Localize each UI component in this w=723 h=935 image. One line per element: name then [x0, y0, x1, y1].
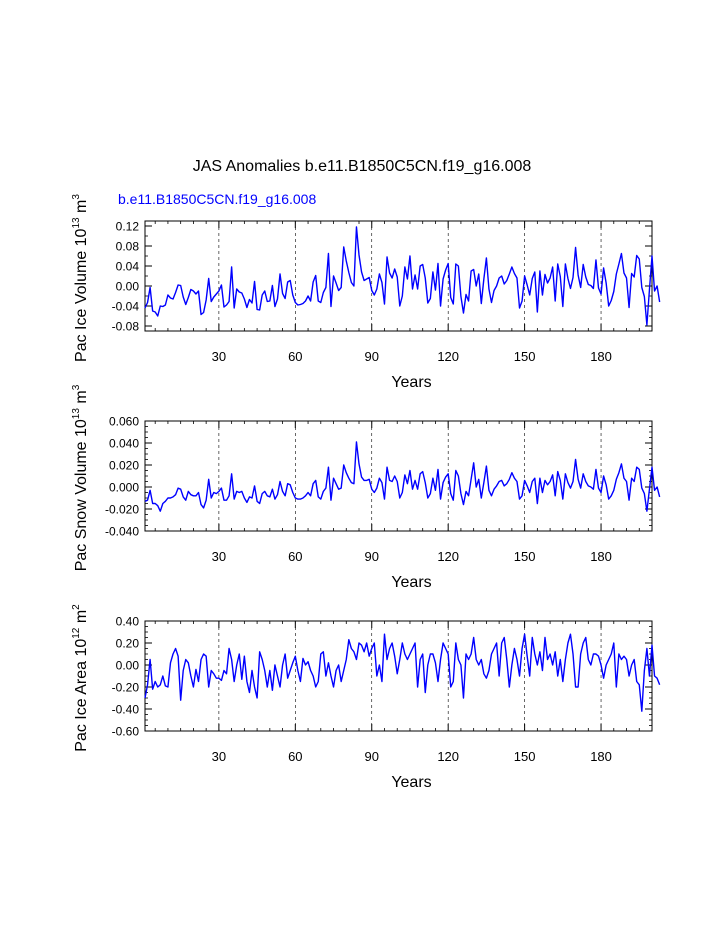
y-tick-label: 0.020 [109, 459, 139, 473]
y-tick-label: 0.12 [116, 220, 140, 234]
y-axis-label-exp: 13 [71, 408, 82, 420]
y-axis-label-unit-exp: 3 [71, 194, 82, 200]
y-axis-label-unit: m [73, 200, 90, 218]
y-tick-label: 0.00 [116, 659, 140, 673]
x-tick-label: 150 [514, 349, 536, 364]
y-tick-label: 0.40 [116, 615, 140, 629]
y-tick-label: -0.60 [112, 725, 140, 739]
x-tick-label: 60 [288, 349, 302, 364]
y-tick-label: -0.20 [112, 681, 140, 695]
x-tick-label: 30 [212, 749, 226, 764]
y-axis-label-unit: m [73, 390, 90, 408]
ice-volume-frame [144, 220, 653, 332]
y-tick-label: 0.000 [109, 481, 139, 495]
y-tick-label: 0.00 [116, 280, 140, 294]
y-tick-label: -0.08 [112, 320, 140, 334]
y-axis-label-main: Pac Snow Volume 10 [73, 419, 90, 571]
x-tick-label: 180 [590, 749, 612, 764]
x-tick-label: 180 [590, 349, 612, 364]
y-tick-label: 0.060 [109, 415, 139, 429]
x-tick-label: 30 [212, 349, 226, 364]
y-tick-label: -0.020 [105, 503, 139, 517]
x-tick-label: 60 [288, 549, 302, 564]
y-axis-label-exp: 12 [71, 627, 82, 639]
x-tick-label: 90 [365, 749, 379, 764]
ice-volume-panel: -0.08 -0.04 0.00 0.04 0.08 0.12 30 60 90 120 150 18… [71, 194, 661, 391]
ice-area-panel: -0.60 -0.40 -0.20 0.00 0.20 0.40 30 60 90 120 150 1… [71, 604, 661, 791]
x-axis-label: Years [391, 374, 431, 391]
y-axis-label-unit-exp: 3 [71, 384, 82, 390]
x-axis-label: Years [391, 574, 431, 591]
ice-area-frame [144, 620, 653, 732]
snow-volume-frame [144, 420, 653, 532]
x-tick-label: 120 [437, 749, 459, 764]
y-axis-label: Pac Snow Volume 1013 m3 [71, 384, 90, 571]
x-tick-label: 60 [288, 749, 302, 764]
y-tick-label: 0.040 [109, 437, 139, 451]
x-tick-label: 180 [590, 549, 612, 564]
ice-volume-series-line [144, 226, 661, 326]
x-tick-label: 30 [212, 549, 226, 564]
x-tick-label: 150 [514, 549, 536, 564]
y-tick-label: 0.20 [116, 637, 140, 651]
y-tick-label: 0.08 [116, 240, 140, 254]
x-axis-label: Years [391, 774, 431, 791]
y-axis-label-exp: 13 [71, 217, 82, 229]
y-axis-label-unit: m [73, 610, 90, 628]
x-tick-label: 90 [365, 549, 379, 564]
snow-volume-series-line [144, 441, 661, 512]
y-tick-label: -0.040 [105, 525, 139, 539]
ice-area-series-line [144, 633, 661, 712]
chart-title: JAS Anomalies b.e11.B1850C5CN.f19_g16.00… [193, 158, 532, 175]
x-tick-label: 90 [365, 349, 379, 364]
y-axis-label: Pac Ice Area 1012 m2 [71, 604, 90, 752]
y-axis-label-unit-exp: 2 [71, 604, 82, 610]
y-tick-label: 0.04 [116, 260, 140, 274]
series-label: b.e11.B1850C5CN.f19_g16.008 [118, 191, 316, 207]
y-tick-label: -0.40 [112, 703, 140, 717]
snow-volume-panel: -0.040 -0.020 0.000 0.020 0.040 0.060 30 60 90 12… [71, 384, 661, 591]
y-axis-label: Pac Ice Volume 1013 m3 [71, 194, 90, 362]
y-axis-label-main: Pac Ice Area 10 [73, 639, 90, 752]
x-tick-label: 150 [514, 749, 536, 764]
y-tick-label: -0.04 [112, 300, 140, 314]
y-axis-label-main: Pac Ice Volume 10 [73, 228, 90, 362]
x-tick-label: 120 [437, 349, 459, 364]
x-tick-label: 120 [437, 549, 459, 564]
panels: -0.08 -0.04 0.00 0.04 0.08 0.12 30 60 90 120 150 18… [71, 194, 661, 791]
